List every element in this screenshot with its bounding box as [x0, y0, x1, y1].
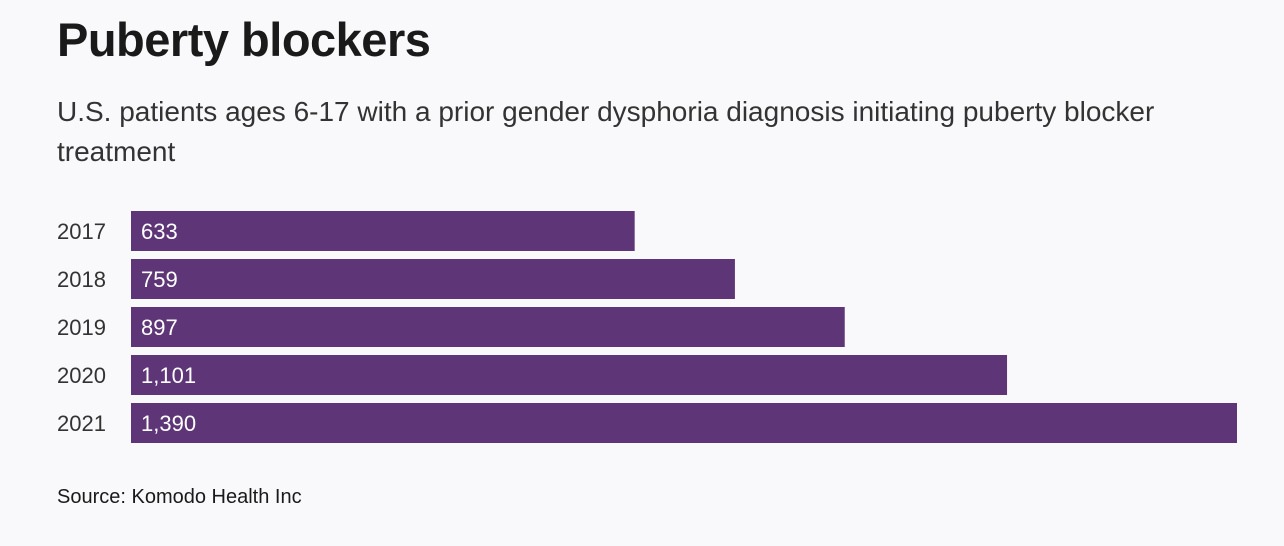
- value-label-2017: 633: [141, 219, 178, 244]
- category-label-2017: 2017: [57, 219, 106, 244]
- bar-2017: [131, 211, 635, 251]
- category-label-2020: 2020: [57, 363, 106, 388]
- category-label-2021: 2021: [57, 411, 106, 436]
- bar-2021: [131, 403, 1237, 443]
- value-label-2019: 897: [141, 315, 178, 340]
- chart-subtitle: U.S. patients ages 6-17 with a prior gen…: [57, 96, 1155, 167]
- bar-2018: [131, 259, 735, 299]
- chart-title: Puberty blockers: [57, 13, 431, 66]
- value-label-2021: 1,390: [141, 411, 196, 436]
- category-label-2019: 2019: [57, 315, 106, 340]
- source-note: Source: Komodo Health Inc: [57, 486, 302, 508]
- category-label-2018: 2018: [57, 267, 106, 292]
- bar-2020: [131, 355, 1008, 395]
- value-label-2020: 1,101: [141, 363, 196, 388]
- bar-2019: [131, 307, 845, 347]
- value-label-2018: 759: [141, 267, 178, 292]
